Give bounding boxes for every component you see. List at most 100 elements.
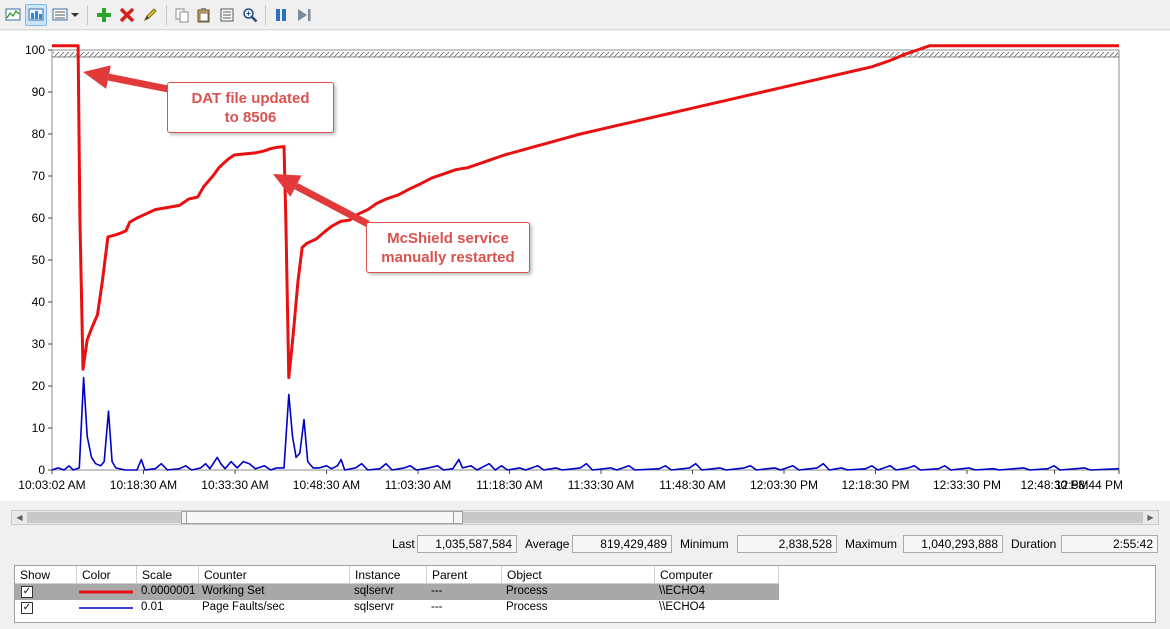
y-tick-label: 20 <box>32 379 46 393</box>
counter-legend: Show Color Scale Counter Instance Parent… <box>14 565 1156 623</box>
last-label: Last <box>392 537 415 551</box>
y-tick-label: 70 <box>32 169 46 183</box>
zoom-button[interactable] <box>239 4 261 26</box>
zoom-icon <box>243 8 258 23</box>
delete-counter-button[interactable] <box>116 4 138 26</box>
graph-type-dropdown[interactable] <box>68 4 82 26</box>
y-tick-label: 40 <box>32 295 46 309</box>
time-range-scrollbar[interactable]: ◀ ▶ <box>11 510 1159 525</box>
x-tick-label: 12:58:44 PM <box>1055 478 1123 492</box>
arrow-dat-file-shaft <box>107 73 169 93</box>
update-data-button[interactable] <box>293 4 315 26</box>
update-data-icon <box>298 9 311 21</box>
series-line-working-set <box>52 44 1119 380</box>
counter-cell: Page Faults/sec <box>202 601 285 613</box>
computer-cell: \\ECHO4 <box>659 601 706 613</box>
properties-icon <box>220 8 234 22</box>
paste-counter-list-icon <box>197 8 210 23</box>
toolbar-separator <box>87 5 88 25</box>
legend-header: Show Color Scale Counter Instance Parent… <box>15 566 1155 584</box>
add-counter-button[interactable] <box>93 4 115 26</box>
minimum-label: Minimum <box>680 537 729 551</box>
callout-line: manually restarted <box>381 249 515 266</box>
y-tick-label: 80 <box>32 127 46 141</box>
view-histogram-button[interactable] <box>25 4 47 26</box>
parent-cell: --- <box>431 585 443 597</box>
callout-dat-file-updated: DAT file updated to 8506 <box>167 82 334 133</box>
legend-row-working-set[interactable]: ✓ 0.0000001 Working Set sqlservr --- Pro… <box>15 584 779 600</box>
copy-properties-icon <box>175 8 189 23</box>
duration-label: Duration <box>1011 537 1057 551</box>
graph-area: 0 10 20 30 40 50 60 70 80 90 100 10:03:02 AM 10:18:3… <box>0 31 1170 501</box>
highlight-icon <box>143 8 157 22</box>
scroll-left-arrow[interactable]: ◀ <box>16 513 23 522</box>
y-tick-label: 0 <box>38 463 45 477</box>
scroll-right-arrow[interactable]: ▶ <box>1147 513 1154 522</box>
y-tick-label: 30 <box>32 337 46 351</box>
object-cell: Process <box>506 585 548 597</box>
scroll-track <box>27 512 191 523</box>
copy-properties-button[interactable] <box>171 4 193 26</box>
maximum-label: Maximum <box>845 537 898 551</box>
y-tick-label: 50 <box>32 253 46 267</box>
view-graph-icon <box>5 8 21 21</box>
scroll-end-handle[interactable] <box>453 511 463 524</box>
y-tick-label: 10 <box>32 421 46 435</box>
instance-cell: sqlservr <box>354 601 395 613</box>
scale-cell: 0.01 <box>141 601 164 613</box>
maximum-value: 1,040,293,888 <box>903 535 1003 553</box>
callout-line: DAT file updated <box>191 90 310 107</box>
delete-counter-icon <box>119 7 135 23</box>
last-value: 1,035,587,584 <box>417 535 517 553</box>
y-tick-label: 100 <box>25 43 45 57</box>
average-label: Average <box>525 537 570 551</box>
series-line-page-faults <box>51 376 1120 471</box>
x-tick-label: 10:33:30 AM <box>201 478 268 492</box>
x-tick-label: 10:03:02 AM <box>18 478 85 492</box>
freeze-display-button[interactable] <box>270 4 292 26</box>
x-tick-label: 11:33:30 AM <box>568 478 635 492</box>
x-tick-label: 11:03:30 AM <box>385 478 452 492</box>
color-swatch <box>79 607 133 609</box>
scale-cell: 0.0000001 <box>141 585 196 597</box>
x-tick-label: 12:48:30 PM <box>1020 478 1088 492</box>
y-tick-label: 60 <box>32 211 46 225</box>
change-graph-type-button[interactable] <box>49 4 71 26</box>
scroll-thumb[interactable] <box>186 511 462 524</box>
highlight-button[interactable] <box>139 4 161 26</box>
view-graph-button[interactable] <box>2 4 24 26</box>
callout-line: McShield service <box>387 230 509 247</box>
change-graph-type-icon <box>52 8 68 21</box>
properties-button[interactable] <box>216 4 238 26</box>
toolbar-separator <box>166 5 167 25</box>
object-cell: Process <box>506 601 548 613</box>
view-histogram-icon <box>28 8 44 21</box>
scroll-track <box>463 512 1143 523</box>
show-checkbox[interactable]: ✓ <box>21 586 33 598</box>
x-tick-label: 10:18:30 AM <box>110 478 177 492</box>
arrow-mcshield-head <box>273 174 302 197</box>
arrow-mcshield-shaft <box>294 183 370 228</box>
column-header-show[interactable]: Show <box>15 566 77 584</box>
paste-counter-list-button[interactable] <box>193 4 215 26</box>
computer-cell: \\ECHO4 <box>659 585 706 597</box>
average-value: 819,429,489 <box>572 535 672 553</box>
dropdown-arrow-icon <box>71 13 79 17</box>
column-header-scale[interactable]: Scale <box>137 566 199 584</box>
toolbar <box>0 0 1170 30</box>
legend-row-page-faults[interactable]: ✓ 0.01 Page Faults/sec sqlservr --- Proc… <box>15 600 779 616</box>
x-tick-label: 11:18:30 AM <box>476 478 543 492</box>
callout-mcshield-restarted: McShield service manually restarted <box>366 222 530 273</box>
column-header-parent[interactable]: Parent <box>427 566 502 584</box>
overflow-band <box>53 52 1118 57</box>
column-header-object[interactable]: Object <box>502 566 655 584</box>
column-header-computer[interactable]: Computer <box>655 566 779 584</box>
counter-cell: Working Set <box>202 585 265 597</box>
column-header-color[interactable]: Color <box>77 566 137 584</box>
column-header-instance[interactable]: Instance <box>350 566 427 584</box>
minimum-value: 2,838,528 <box>737 535 837 553</box>
x-tick-label: 12:03:30 PM <box>750 478 818 492</box>
duration-value: 2:55:42 <box>1061 535 1158 553</box>
show-checkbox[interactable]: ✓ <box>21 602 33 614</box>
column-header-counter[interactable]: Counter <box>199 566 350 584</box>
